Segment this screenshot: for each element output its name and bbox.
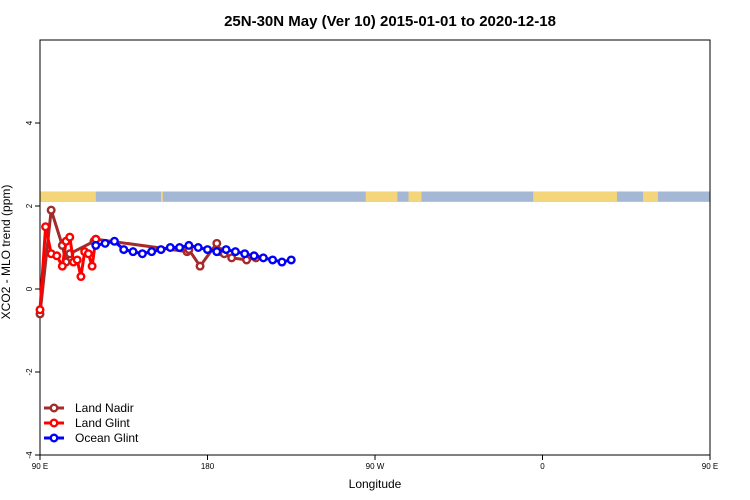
strip-land <box>40 191 96 202</box>
data-point-ocean-glint <box>277 257 287 267</box>
data-point-ocean-glint <box>221 245 231 255</box>
data-point-ocean-glint <box>119 245 129 255</box>
data-point-ocean-glint <box>212 247 222 257</box>
data-point-land-glint <box>52 251 62 261</box>
data-point-ocean-glint <box>193 242 203 252</box>
data-point-ocean-glint <box>91 240 101 250</box>
series-layer <box>35 205 296 319</box>
data-point-ocean-glint <box>165 242 175 252</box>
data-point-ocean-glint <box>184 240 194 250</box>
data-point-ocean-glint <box>249 251 259 261</box>
x-axis: 90 E 180 90 W 0 90 E <box>32 455 718 471</box>
data-point-land-glint <box>41 222 51 232</box>
data-point-land-glint <box>57 261 67 271</box>
data-point-ocean-glint <box>258 253 268 263</box>
data-point-ocean-glint <box>268 255 278 265</box>
x-tick-label: 90 W <box>366 462 385 471</box>
strip-land <box>365 191 398 202</box>
y-tick-label: 0 <box>25 286 34 291</box>
strip-land <box>160 191 163 202</box>
data-point-land-glint <box>76 272 86 282</box>
y-tick-label: 4 <box>25 120 34 125</box>
strip-land <box>533 191 617 202</box>
data-point-ocean-glint <box>230 247 240 257</box>
series-line-ocean-glint <box>95 239 292 264</box>
strip-land <box>643 191 658 202</box>
y-tick-label: 2 <box>25 203 34 208</box>
y-axis-label: XCO2 - MLO trend (ppm) <box>0 185 13 320</box>
legend-label-ocean-glint: Ocean Glint <box>75 431 139 445</box>
legend-label-land-nadir: Land Nadir <box>75 401 134 415</box>
data-point-land-nadir <box>46 205 56 215</box>
legend-marker-land-nadir <box>49 403 59 413</box>
land-ocean-strip <box>40 191 710 202</box>
strip-land <box>408 191 422 202</box>
x-axis-label: Longitude <box>349 477 402 491</box>
x-tick-label: 90 E <box>32 462 48 471</box>
data-point-ocean-glint <box>240 249 250 259</box>
legend-marker-land-glint <box>49 418 59 428</box>
data-point-ocean-glint <box>100 238 110 248</box>
data-point-ocean-glint <box>147 247 157 257</box>
legend-marker-ocean-glint <box>49 433 59 443</box>
data-point-land-nadir <box>195 261 205 271</box>
y-tick-label: -4 <box>25 451 34 459</box>
data-point-land-nadir <box>227 253 237 263</box>
plot-frame <box>39 39 711 456</box>
x-tick-label: 90 E <box>702 462 718 471</box>
data-point-ocean-glint <box>202 245 212 255</box>
data-point-land-glint <box>35 305 45 315</box>
y-axis: -4 -2 0 2 4 <box>25 120 40 459</box>
data-point-ocean-glint <box>175 242 185 252</box>
data-point-land-glint <box>72 255 82 265</box>
data-point-land-glint <box>65 232 75 242</box>
data-point-ocean-glint <box>109 236 119 246</box>
legend-label-land-glint: Land Glint <box>75 416 130 430</box>
data-point-ocean-glint <box>286 255 296 265</box>
data-point-ocean-glint <box>156 245 166 255</box>
x-tick-label: 180 <box>201 462 215 471</box>
x-tick-label: 0 <box>540 462 545 471</box>
y-tick-label: -2 <box>25 368 34 376</box>
data-point-land-nadir <box>212 238 222 248</box>
chart-title: 25N-30N May (Ver 10) 2015-01-01 to 2020-… <box>224 13 556 30</box>
data-point-land-glint <box>83 249 93 259</box>
data-point-ocean-glint <box>128 247 138 257</box>
data-point-ocean-glint <box>137 249 147 259</box>
data-point-land-glint <box>87 261 97 271</box>
